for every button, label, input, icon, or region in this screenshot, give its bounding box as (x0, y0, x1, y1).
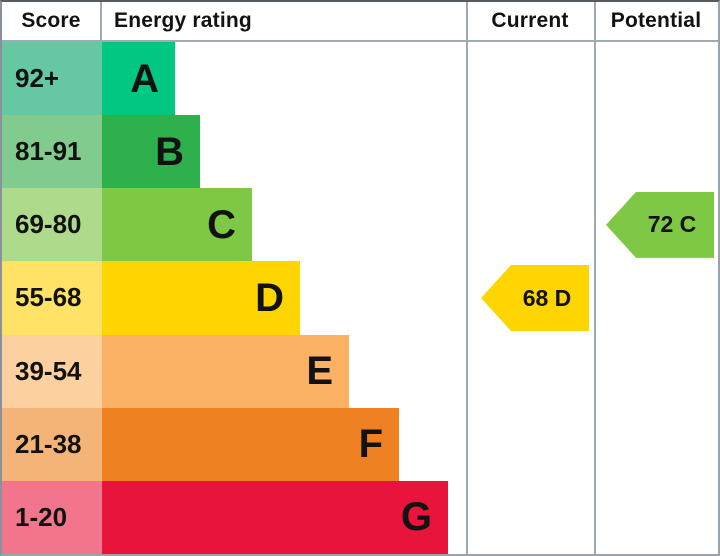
rating-letter: F (358, 422, 383, 467)
score-cell: 92+ (2, 42, 102, 116)
score-label: 21-38 (15, 428, 82, 459)
rating-row: 21-38 F (2, 407, 718, 481)
score-label: 81-91 (15, 136, 82, 167)
rating-row: 1-20 G (2, 480, 718, 554)
rating-bar: G (102, 480, 448, 554)
current-arrow-label: 68 D (522, 284, 572, 311)
rating-letter: A (130, 56, 159, 101)
score-label: 55-68 (15, 282, 82, 313)
header-current-label: Current (491, 9, 569, 32)
score-cell: 1-20 (2, 480, 102, 554)
rating-bar: D (102, 261, 300, 335)
score-cell: 69-80 (2, 188, 102, 262)
header-potential-label: Potential (610, 9, 702, 32)
rating-bar: F (102, 407, 399, 481)
rating-bar: B (102, 115, 200, 189)
score-cell: 21-38 (2, 407, 102, 481)
score-cell: 39-54 (2, 334, 102, 408)
header-score-label: Score (2, 2, 102, 40)
rating-row: 39-54 E (2, 334, 718, 408)
rating-bar: E (102, 334, 349, 408)
header-row: Score Energy rating Current Potential (2, 2, 718, 42)
score-label: 39-54 (15, 355, 82, 386)
potential-arrow-label: 72 C (647, 211, 697, 238)
score-cell: 81-91 (2, 115, 102, 189)
rating-letter: D (255, 275, 284, 320)
rating-row: 92+ A (2, 42, 718, 116)
rating-letter: G (400, 495, 432, 540)
score-label: 92+ (15, 63, 60, 94)
score-label: 1-20 (15, 501, 68, 532)
score-label: 69-80 (15, 209, 82, 240)
rating-row: 69-80 C (2, 188, 718, 262)
header-energy-rating-label: Energy rating (114, 9, 252, 32)
rating-row: 55-68 D (2, 261, 718, 335)
rating-letter: E (306, 349, 333, 394)
rating-letter: C (207, 202, 236, 247)
current-column-divider (466, 2, 468, 554)
rating-letter: B (155, 129, 184, 174)
potential-column-divider (594, 2, 596, 554)
rating-bar: C (102, 188, 252, 262)
rating-rows: 92+ A 81-91 B 69-80 C 55-68 D 39-54 E 21… (2, 42, 718, 554)
score-cell: 55-68 (2, 261, 102, 335)
rating-bar: A (102, 42, 175, 116)
rating-row: 81-91 B (2, 115, 718, 189)
